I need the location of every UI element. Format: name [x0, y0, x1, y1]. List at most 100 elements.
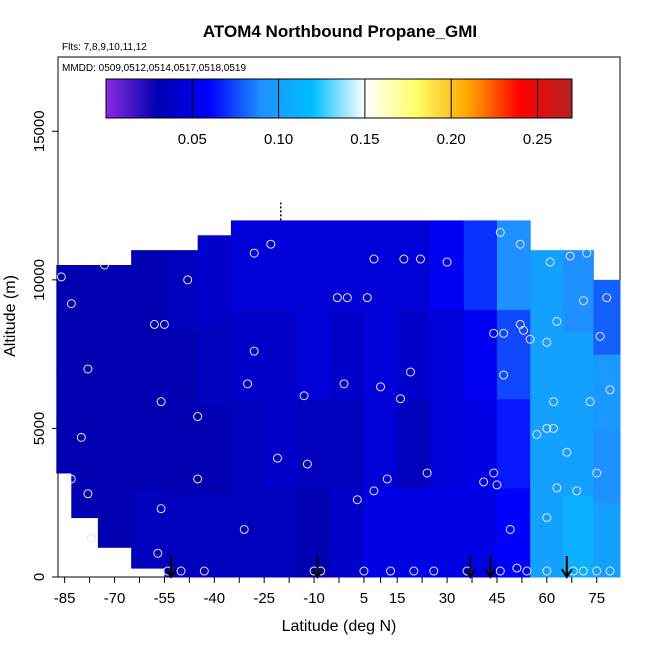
sample-point	[56, 272, 66, 282]
heat-cell	[397, 309, 431, 400]
heat-cell	[463, 220, 498, 311]
sample-point	[512, 563, 522, 573]
x-tick-label: -55	[154, 590, 176, 607]
sample-point	[479, 477, 489, 487]
sample-point	[595, 331, 605, 341]
sample-point	[495, 227, 505, 237]
heat-cell	[496, 398, 531, 489]
heat-cell	[330, 487, 365, 578]
heat-cell	[230, 398, 265, 489]
sample-point	[422, 468, 432, 478]
heat-cell	[71, 265, 99, 329]
sample-point	[405, 367, 415, 377]
y-tick-label: 0	[31, 573, 48, 581]
y-axis: 0 5000 10000 15000	[31, 110, 58, 581]
heat-cell	[430, 309, 465, 400]
sample-point	[193, 412, 203, 422]
heat-cell	[197, 406, 232, 493]
sample-point	[582, 248, 592, 258]
sample-point	[552, 316, 562, 326]
sample-points-layer	[56, 227, 615, 576]
sample-point	[552, 483, 562, 493]
x-tick-label: -25	[253, 590, 275, 607]
sample-point	[542, 337, 552, 347]
sample-point	[176, 566, 186, 576]
sample-point	[243, 379, 253, 389]
heat-cell	[131, 488, 165, 569]
heat-cell	[530, 250, 564, 333]
heat-cell	[563, 495, 594, 578]
sample-point	[548, 397, 558, 407]
heat-cell	[264, 398, 298, 489]
sample-point	[592, 468, 602, 478]
heat-cell	[164, 495, 199, 578]
heat-cell	[593, 502, 621, 578]
heat-cell	[264, 487, 298, 578]
heat-cell	[463, 487, 498, 578]
sample-point	[602, 293, 612, 303]
chart-title: ATOM4 Northbound Propane_GMI	[203, 22, 477, 41]
sample-point	[605, 566, 615, 576]
x-tick-label: 15	[389, 590, 406, 607]
sample-point	[386, 566, 396, 576]
heat-cell	[197, 235, 232, 322]
sample-point	[266, 239, 276, 249]
sample-point	[249, 346, 259, 356]
sample-point	[495, 566, 505, 576]
heat-cell	[430, 398, 465, 489]
colorbar-tick-label: 0.15	[350, 131, 379, 148]
sample-point	[302, 459, 312, 469]
heat-cell	[397, 220, 431, 311]
heat-cell	[264, 309, 298, 400]
heat-cell	[430, 220, 465, 311]
heat-cell	[230, 309, 265, 400]
heatmap-layer	[56, 220, 621, 578]
colorbar-tick-label: 0.25	[523, 131, 552, 148]
sample-point	[382, 474, 392, 484]
sample-point	[542, 423, 552, 433]
sample-point	[415, 254, 425, 264]
heat-cell	[363, 220, 398, 311]
sample-point	[585, 397, 595, 407]
sample-point	[376, 382, 386, 392]
heat-cell	[363, 309, 398, 400]
sample-point	[66, 299, 76, 309]
heat-cell	[97, 406, 132, 478]
heat-cell	[56, 369, 72, 422]
x-axis-label: Latitude (deg N)	[282, 618, 397, 635]
sample-point	[505, 524, 515, 534]
heat-cell	[131, 329, 165, 410]
y-axis-label: Altitude (m)	[2, 275, 19, 357]
sample-point	[442, 257, 452, 267]
heat-cell	[164, 250, 199, 333]
heat-cell	[97, 335, 132, 407]
sample-point	[525, 334, 535, 344]
heat-cell	[131, 250, 165, 331]
heat-cell	[56, 265, 72, 318]
sample-point	[489, 468, 499, 478]
sample-point	[369, 486, 379, 496]
sample-point	[532, 429, 542, 439]
heat-cell	[97, 476, 132, 548]
heat-cell	[230, 487, 265, 578]
heat-cell	[197, 491, 232, 578]
sample-point	[592, 566, 602, 576]
heat-cell	[496, 220, 531, 311]
sample-point	[332, 293, 342, 303]
x-tick-label: -10	[303, 590, 325, 607]
sample-point	[156, 504, 166, 514]
sample-point	[359, 566, 369, 576]
sample-point	[522, 566, 532, 576]
flights-label: Flts: 7,8,9,10,11,12	[62, 42, 147, 53]
sample-point	[578, 566, 588, 576]
x-axis: -85 -70 -55 -40 -25 -10 5 15 30 45 60 75	[54, 577, 605, 607]
sample-point	[100, 260, 110, 270]
sample-point	[76, 432, 86, 442]
y-tick-label: 5000	[31, 412, 48, 445]
heat-cell	[71, 454, 99, 519]
sample-point	[545, 257, 555, 267]
sample-point	[515, 239, 525, 249]
heat-cell	[71, 328, 99, 392]
sample-point	[562, 447, 572, 457]
heat-cell	[430, 487, 465, 578]
